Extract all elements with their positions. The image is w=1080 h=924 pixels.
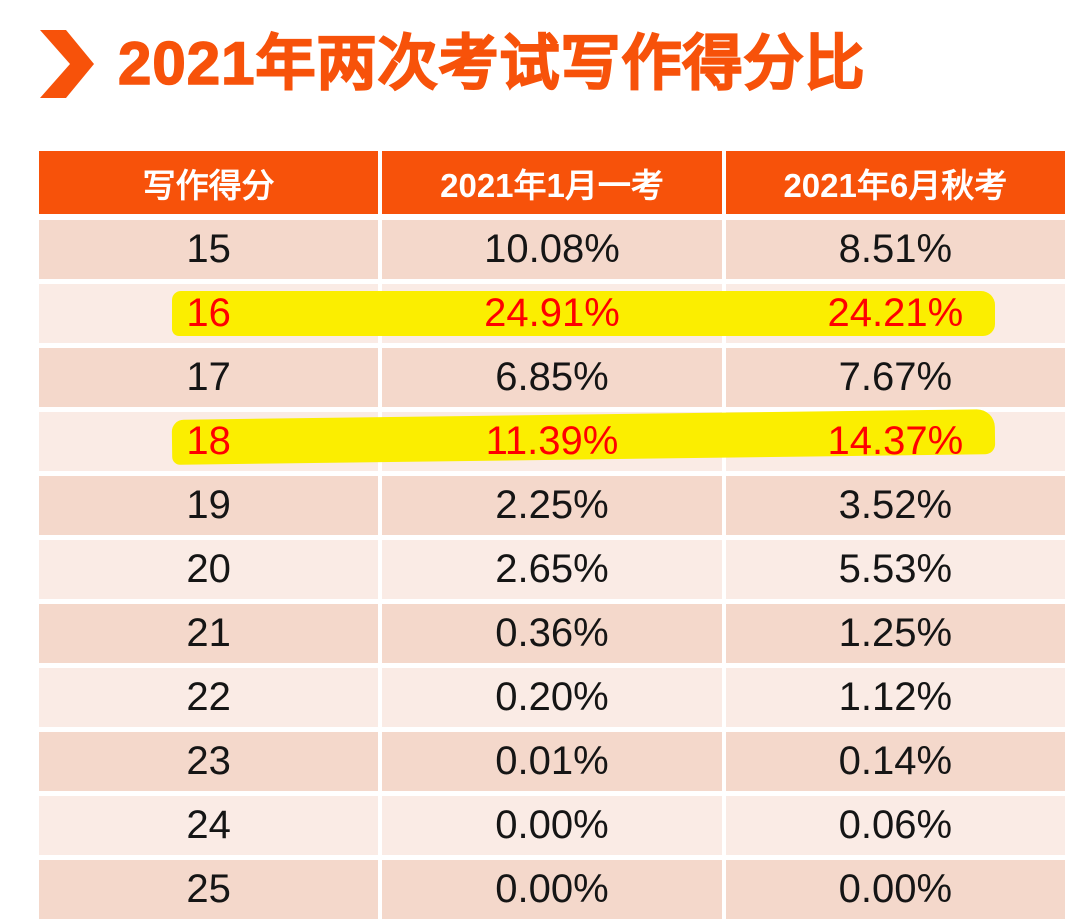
- chevron-right-icon: [40, 30, 94, 98]
- jun-exam-cell: 7.67%: [725, 348, 1065, 407]
- jun-exam-cell: 8.51%: [725, 220, 1065, 279]
- score-table: 写作得分 2021年1月一考 2021年6月秋考 15 10.08% 8.51%…: [39, 151, 1065, 924]
- table-row: 15 10.08% 8.51%: [39, 220, 1065, 279]
- jun-exam-value: 0.00%: [838, 867, 953, 911]
- score-value: 18: [186, 419, 231, 463]
- table-row: 19 2.25% 3.52%: [39, 476, 1065, 535]
- table-row: 17 6.85% 7.67%: [39, 348, 1065, 407]
- jan-exam-cell: 0.20%: [382, 668, 722, 727]
- table-row: 20 2.65% 5.53%: [39, 540, 1065, 599]
- column-header-jun-exam: 2021年6月秋考: [725, 151, 1065, 214]
- jan-exam-value: 0.01%: [495, 739, 609, 783]
- jun-exam-value: 0.06%: [838, 803, 953, 847]
- jun-exam-value: 24.21%: [827, 291, 964, 335]
- score-value: 17: [186, 355, 231, 399]
- score-cell: 25: [39, 860, 379, 919]
- score-value: 20: [186, 547, 231, 591]
- title-bar: 2021年两次考试写作得分比: [40, 28, 865, 100]
- jan-exam-value: 11.39%: [485, 419, 619, 463]
- jun-exam-value: 7.67%: [838, 355, 953, 399]
- jun-exam-value: 5.53%: [838, 547, 953, 591]
- score-cell: 21: [39, 604, 379, 663]
- jan-exam-value: 24.91%: [484, 291, 620, 335]
- jun-exam-value: 1.25%: [838, 611, 953, 655]
- jun-exam-cell: 5.53%: [725, 540, 1065, 599]
- score-cell: 19: [39, 476, 379, 535]
- table-row: 21 0.36% 1.25%: [39, 604, 1065, 663]
- score-value: 24: [186, 803, 231, 847]
- table-row: 18 11.39% 14.37%: [39, 409, 1065, 471]
- jun-exam-value: 8.51%: [838, 227, 953, 271]
- jan-exam-cell: 0.01%: [382, 732, 722, 791]
- score-value: 23: [186, 739, 231, 783]
- jan-exam-value: 0.20%: [495, 675, 609, 719]
- jan-exam-cell: 0.36%: [382, 604, 722, 663]
- jun-exam-cell: 0.00%: [725, 860, 1065, 919]
- score-cell: 24: [39, 796, 379, 855]
- score-cell: 22: [39, 668, 379, 727]
- score-cell: 20: [39, 540, 379, 599]
- jan-exam-cell: 2.25%: [382, 476, 722, 535]
- jun-exam-value: 0.14%: [838, 739, 953, 783]
- jan-exam-cell: 10.08%: [382, 220, 722, 279]
- column-header-jan-exam: 2021年1月一考: [382, 151, 722, 214]
- jan-exam-cell: 0.00%: [382, 860, 722, 919]
- score-cell: 23: [39, 732, 379, 791]
- jun-exam-cell: 0.14%: [725, 732, 1065, 791]
- score-value: 15: [186, 227, 231, 271]
- jun-exam-cell: 1.25%: [725, 604, 1065, 663]
- table-body: 15 10.08% 8.51% 16 24.91% 24.21% 17 6.85…: [39, 220, 1065, 919]
- table-row: 24 0.00% 0.06%: [39, 796, 1065, 855]
- jan-exam-value: 2.25%: [495, 483, 609, 527]
- jun-exam-cell: 3.52%: [725, 476, 1065, 535]
- score-value: 16: [186, 291, 231, 335]
- jun-exam-cell: 1.12%: [725, 668, 1065, 727]
- jun-exam-value: 14.37%: [827, 419, 964, 463]
- score-value: 25: [186, 867, 231, 911]
- highlight-marker: [172, 291, 996, 336]
- score-value: 19: [186, 483, 231, 527]
- jan-exam-cell: 2.65%: [382, 540, 722, 599]
- jun-exam-cell: 0.06%: [725, 796, 1065, 855]
- page-title: 2021年两次考试写作得分比: [117, 30, 866, 97]
- score-value: 21: [186, 611, 231, 655]
- table-row: 23 0.01% 0.14%: [39, 732, 1065, 791]
- column-header-writing-score: 写作得分: [39, 151, 379, 214]
- score-cell: 17: [39, 348, 379, 407]
- jan-exam-value: 2.65%: [495, 547, 609, 591]
- jun-exam-value: 1.12%: [838, 675, 953, 719]
- jan-exam-value: 6.85%: [495, 355, 609, 399]
- score-cell: 15: [39, 220, 379, 279]
- table-row: 16 24.91% 24.21%: [39, 284, 1065, 343]
- jan-exam-cell: 6.85%: [382, 348, 722, 407]
- jun-exam-value: 3.52%: [838, 483, 953, 527]
- jan-exam-cell: 0.00%: [382, 796, 722, 855]
- jan-exam-value: 0.36%: [495, 611, 609, 655]
- jan-exam-value: 0.00%: [495, 803, 609, 847]
- jan-exam-value: 0.00%: [495, 867, 609, 911]
- table-header-row: 写作得分 2021年1月一考 2021年6月秋考: [39, 151, 1065, 214]
- table-row: 25 0.00% 0.00%: [39, 860, 1065, 919]
- score-value: 22: [186, 675, 231, 719]
- table-row: 22 0.20% 1.12%: [39, 668, 1065, 727]
- jan-exam-value: 10.08%: [484, 227, 620, 271]
